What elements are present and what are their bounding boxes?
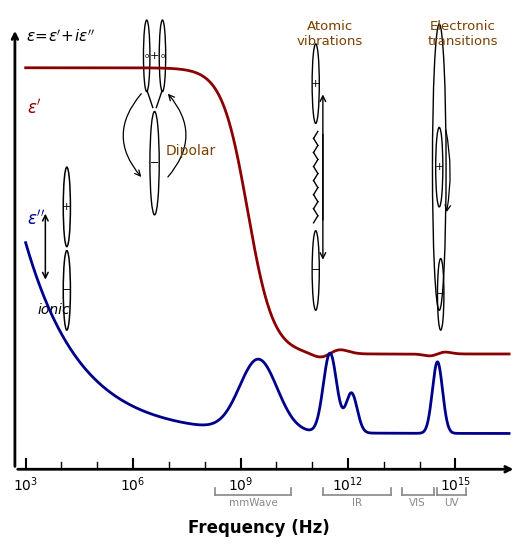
- Text: −: −: [436, 289, 445, 299]
- Text: $10^{6}$: $10^{6}$: [121, 475, 146, 494]
- Text: Dipolar: Dipolar: [165, 144, 215, 158]
- Text: Atomic
vibrations: Atomic vibrations: [297, 20, 363, 48]
- Text: −: −: [62, 286, 71, 295]
- Text: UV: UV: [444, 498, 459, 508]
- Text: Electronic
transitions: Electronic transitions: [427, 20, 498, 48]
- Text: mmWave: mmWave: [228, 498, 277, 508]
- Text: $\varepsilon'$: $\varepsilon'$: [27, 98, 42, 117]
- Text: −: −: [150, 158, 159, 168]
- Text: Frequency (Hz): Frequency (Hz): [188, 519, 329, 537]
- Text: o: o: [145, 53, 149, 59]
- Text: o: o: [160, 53, 165, 59]
- Text: +: +: [311, 79, 320, 89]
- Text: $10^{9}$: $10^{9}$: [228, 475, 253, 494]
- Text: $\varepsilon''$: $\varepsilon''$: [27, 209, 46, 228]
- Text: +: +: [150, 51, 159, 61]
- Text: VIS: VIS: [409, 498, 426, 508]
- Text: $10^{12}$: $10^{12}$: [332, 475, 364, 494]
- Text: +: +: [62, 202, 71, 212]
- Text: $10^{3}$: $10^{3}$: [13, 475, 38, 494]
- Text: ionic: ionic: [38, 303, 71, 317]
- Text: IR: IR: [352, 498, 362, 508]
- Text: +: +: [434, 162, 444, 172]
- Text: −: −: [311, 265, 320, 275]
- Text: $\varepsilon\!=\!\varepsilon'\!+\!i\varepsilon''$: $\varepsilon\!=\!\varepsilon'\!+\!i\vare…: [26, 28, 95, 45]
- Text: $10^{15}$: $10^{15}$: [440, 475, 471, 494]
